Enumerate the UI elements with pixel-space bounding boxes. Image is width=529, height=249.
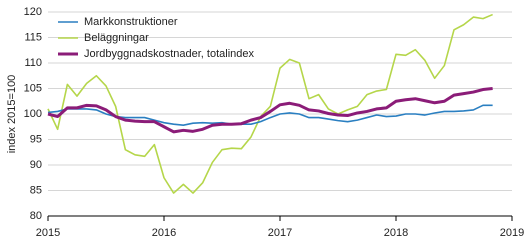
series-line (47, 87, 493, 134)
x-tick-label: 2018 (384, 227, 408, 239)
series-line (47, 13, 493, 194)
y-tick-label: 115 (24, 31, 42, 43)
legend-label: Jordbyggnadskostnader, totalindex (84, 48, 255, 60)
y-tick-label: 105 (24, 82, 42, 94)
x-tick-label: 2017 (268, 227, 292, 239)
legend-label: Markkonstruktioner (84, 16, 178, 28)
x-tick-label: 2015 (36, 227, 60, 239)
y-tick-label: 120 (24, 6, 42, 18)
series-line (47, 104, 493, 127)
y-tick-label: 80 (30, 210, 42, 222)
y-axis-label: index 2015=100 (6, 75, 18, 154)
x-tick-label: 2019 (500, 227, 524, 239)
y-tick-label: 100 (24, 108, 42, 120)
y-tick-label: 110 (24, 57, 42, 69)
y-tick-label: 85 (30, 184, 42, 196)
y-tick-label: 95 (30, 133, 42, 145)
y-tick-label: 90 (30, 159, 42, 171)
legend-label: Beläggningar (84, 32, 149, 44)
x-tick-label: 2016 (152, 227, 176, 239)
